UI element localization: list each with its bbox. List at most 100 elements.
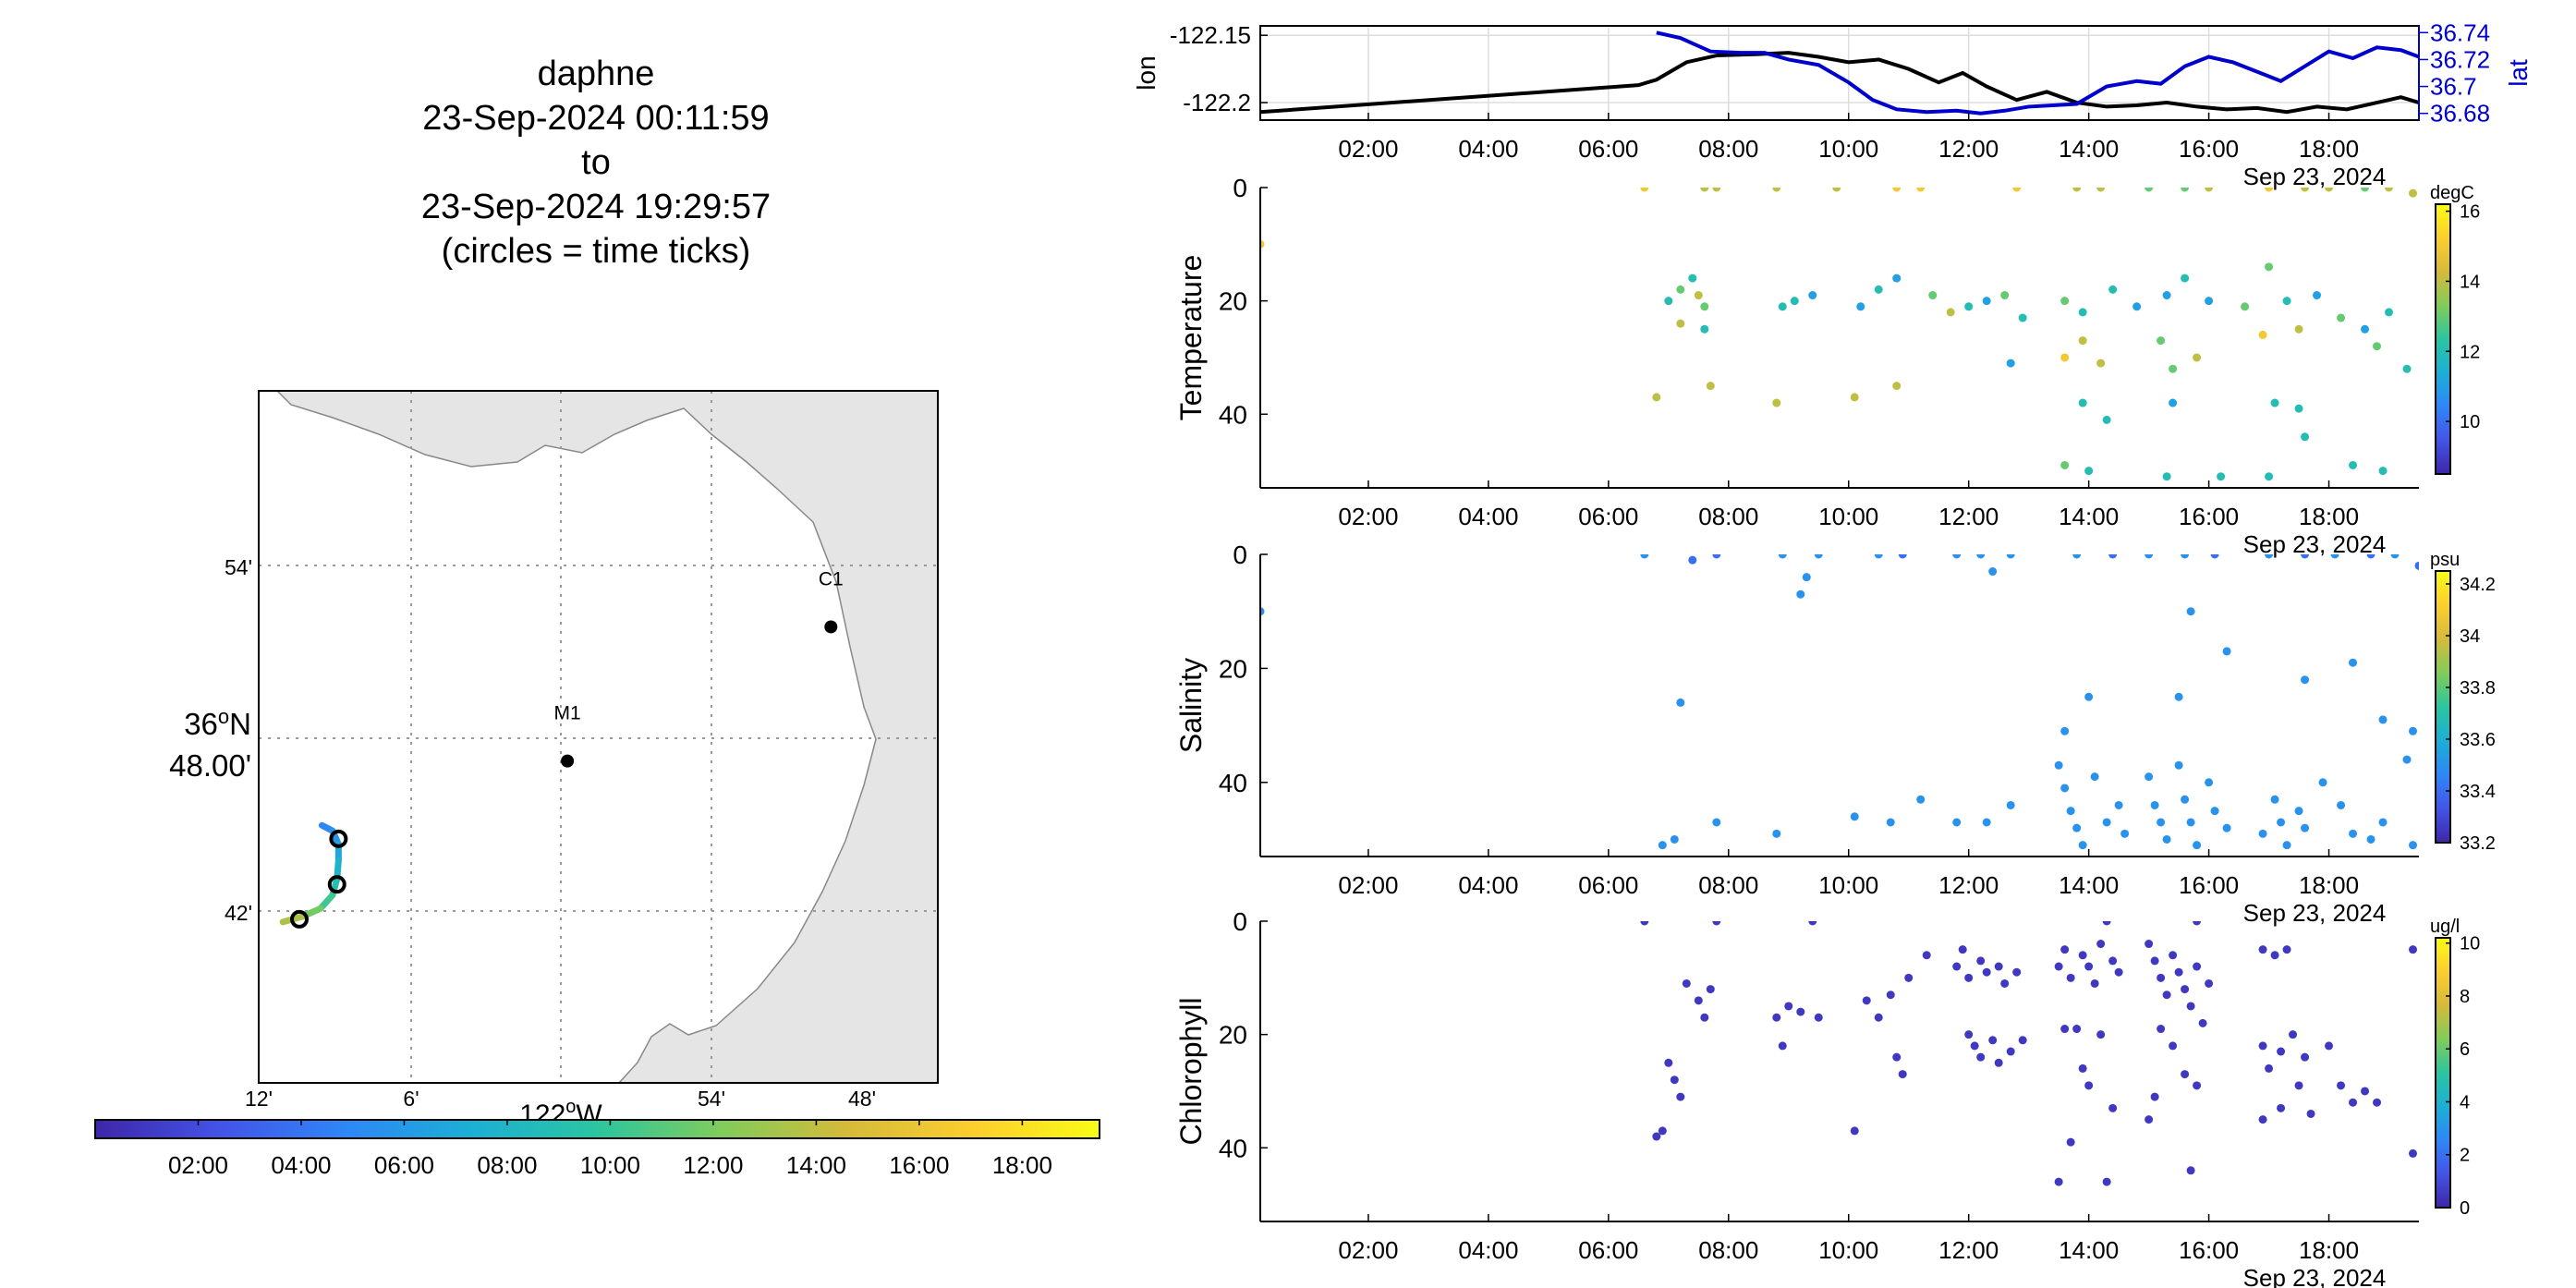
salinity-point (2349, 829, 2358, 838)
temperature-point (2270, 398, 2279, 407)
lat-label-42: 42' (225, 901, 252, 925)
panel-temperature: Temperature 0 20 40 02:00 04:00 06:00 08:00 10:0… (1174, 174, 2480, 558)
chlorophyll-ytick-label-1: 20 (1219, 1021, 1247, 1050)
chlorophyll-point (2181, 1070, 2190, 1079)
station-dot-M1 (561, 754, 575, 768)
temperature-point (1928, 291, 1938, 300)
chlorophyll-point (1706, 985, 1715, 994)
temperature-xaxis-label-7: 16:00 (2179, 503, 2239, 530)
temperature-point (2181, 273, 2190, 283)
chlorophyll-colorbar-tick-label-0: 10 (2460, 934, 2480, 954)
temperature-point (2012, 188, 2022, 192)
chlorophyll-point (2006, 1047, 2015, 1056)
lon-label-0: 12' (245, 1087, 273, 1111)
salinity-point (2006, 800, 2015, 809)
chlorophyll-point (2198, 1018, 2207, 1027)
chlorophyll-point (2012, 967, 2022, 977)
salinity-xaxis-label-0: 02:00 (1338, 871, 1398, 899)
chlorophyll-point (1658, 1126, 1667, 1136)
temperature-point (1688, 273, 1697, 283)
chlorophyll-point (2114, 967, 2123, 977)
salinity-point (2181, 554, 2190, 559)
temperature-point (1772, 398, 1781, 407)
salinity-point (2294, 807, 2303, 816)
lat-ytick-label-2: 36.7 (2430, 73, 2477, 101)
temperature-point (2313, 291, 2322, 300)
chlorophyll-point (2084, 1081, 2094, 1090)
lon-label-1: 6' (403, 1087, 419, 1111)
chlorophyll-point (1970, 1041, 1979, 1051)
temperature-ylabel: Temperature (1174, 255, 1208, 421)
salinity-point (2378, 715, 2388, 724)
salinity-point (2409, 726, 2418, 735)
chlorophyll-points (1640, 921, 2418, 1186)
temperature-point (2265, 472, 2274, 481)
temperature-point (2078, 336, 2087, 346)
temperature-point (1712, 188, 1721, 192)
salinity-point (1670, 834, 1679, 844)
lat-label-54: 54' (225, 555, 252, 579)
salinity-point (2006, 554, 2015, 559)
time-colorbar-label-3: 08:00 (477, 1151, 537, 1179)
temperature-point (2060, 460, 2070, 469)
chlorophyll-point (2349, 1098, 2358, 1107)
temperature-point (2265, 188, 2274, 192)
salinity-xaxis-label-2: 06:00 (1578, 871, 1638, 899)
temperature-point (2378, 467, 2388, 476)
lonlat-grid (1260, 26, 2419, 120)
chlorophyll-point (2277, 1047, 2286, 1056)
chlorophyll-point (2169, 1041, 2178, 1051)
time-colorbar-label-8: 18:00 (992, 1151, 1052, 1179)
lonlat-xaxis-label-3: 08:00 (1698, 135, 1758, 163)
chlorophyll-point (1784, 1002, 1793, 1011)
salinity-colorbar-tick-label-5: 33.2 (2460, 833, 2496, 854)
salinity-colorbar-bar (2435, 570, 2451, 844)
chlorophyll-point (1904, 973, 1914, 982)
chlorophyll-point (1898, 1070, 1907, 1079)
chlorophyll-xaxis-label-2: 06:00 (1578, 1236, 1638, 1264)
map-title-to: to (581, 143, 611, 182)
chlorophyll-point (1994, 1058, 2003, 1067)
chlorophyll-ytick-label-2: 40 (1219, 1134, 1247, 1162)
chlorophyll-point (2096, 940, 2106, 949)
temperature-point (1640, 188, 1649, 192)
salinity-point (1850, 812, 1859, 821)
chlorophyll-point (1988, 1036, 1998, 1045)
temperature-point (2078, 398, 2087, 407)
salinity-point (2066, 807, 2075, 816)
temperature-point (1652, 393, 1661, 402)
lonlat-xaxis-label-8: 18:00 (2299, 135, 2359, 163)
chlorophyll-ytick-label-0: 0 (1233, 907, 1247, 936)
chlorophyll-point (2277, 1103, 2286, 1112)
salinity-point (2258, 829, 2267, 838)
salinity-point (1874, 554, 1883, 559)
chlorophyll-point (1964, 1030, 1974, 1039)
chlorophyll-point (2270, 951, 2279, 960)
temperature-ytick-label-2: 40 (1219, 400, 1247, 429)
lat-ytick-label-1: 36.72 (2430, 45, 2490, 73)
salinity-colorbar-tick-label-0: 34.2 (2460, 575, 2496, 595)
temperature-point (2006, 358, 2015, 368)
chlorophyll-point (1694, 996, 1703, 1005)
salinity-point (1976, 554, 1986, 559)
temperature-point (2000, 291, 2010, 300)
chlorophyll-point (2193, 921, 2202, 926)
temperature-point (2162, 291, 2171, 300)
temperature-point (1778, 302, 1787, 311)
temperature-point (1664, 297, 1673, 306)
temperature-point (1874, 285, 1883, 294)
chlorophyll-point (1862, 996, 1871, 1005)
time-tick-1 (327, 875, 346, 894)
temperature-xaxis-label-3: 08:00 (1698, 503, 1758, 530)
chlorophyll-point (2301, 1052, 2310, 1062)
salinity-point (2378, 818, 2388, 827)
salinity-point (1778, 554, 1787, 559)
salinity-point (1814, 554, 1823, 559)
temperature-point (2018, 313, 2027, 322)
chlorophyll-xaxis-label-0: 02:00 (1338, 1236, 1398, 1264)
chlorophyll-point (2150, 956, 2159, 966)
temperature-point (1772, 188, 1781, 192)
chlorophyll-colorbar: ug/l10 8 6 4 2 0 (2430, 917, 2480, 1219)
salinity-point (1916, 795, 1926, 804)
